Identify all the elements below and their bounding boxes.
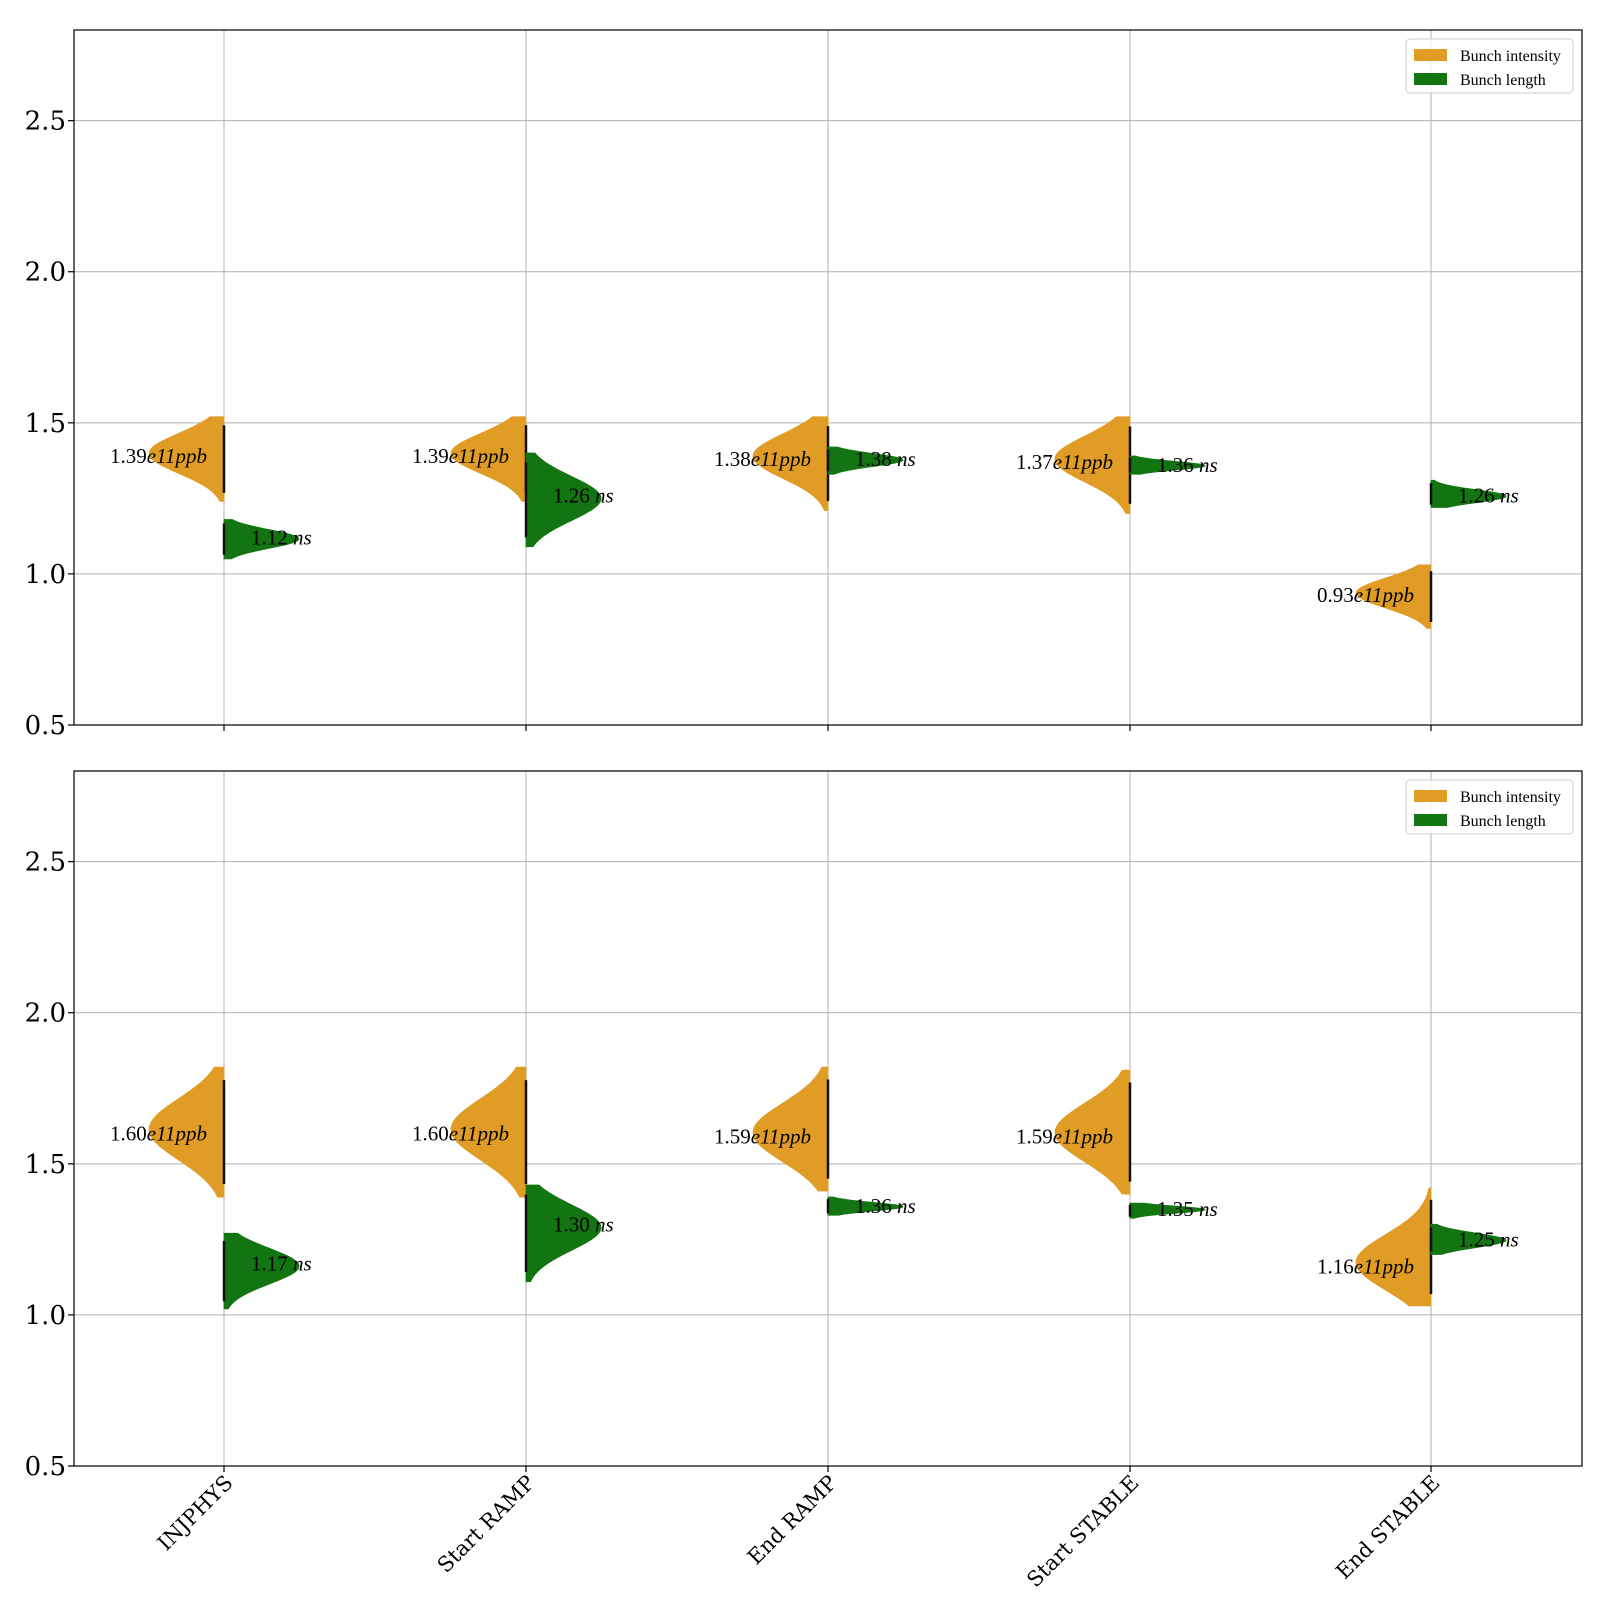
- y-tick-labels: 0.5 1.0 1.5 2.0 2.5: [25, 107, 66, 741]
- length-value-label: 1.38 ns: [855, 447, 916, 471]
- intensity-violin: [450, 416, 527, 502]
- y-tick-label: 2.0: [25, 999, 66, 1029]
- legend-swatch-length: [1414, 73, 1447, 85]
- y-tick-label: 2.0: [25, 258, 66, 288]
- intensity-value-label: 1.39e11ppb: [412, 444, 509, 468]
- length-violin: [1430, 1223, 1507, 1255]
- intensity-violin: [1355, 1187, 1432, 1307]
- length-value-label: 1.25 ns: [1458, 1227, 1519, 1251]
- grid-lines: [74, 30, 1582, 725]
- x-category-label: End STABLE: [1331, 1471, 1444, 1584]
- intensity-value-label: 1.59e11ppb: [714, 1125, 811, 1149]
- y-tick-label: 1.0: [25, 560, 66, 590]
- legend-swatch-intensity: [1414, 49, 1447, 61]
- intensity-violin: [752, 1066, 829, 1192]
- y-tick-label: 1.0: [25, 1301, 66, 1331]
- intensity-value-label: 1.59e11ppb: [1016, 1125, 1113, 1149]
- length-violin: [223, 519, 300, 560]
- length-value-label: 1.36 ns: [855, 1194, 916, 1218]
- legend-label-intensity: Bunch intensity: [1460, 789, 1561, 806]
- violins: [148, 1066, 1507, 1310]
- intensity-value-label: 1.38e11ppb: [714, 447, 811, 471]
- length-violin: [1129, 1202, 1206, 1219]
- bottom-panel: 0.5 1.0 1.5 2.0 2.5 1.60e11ppb 1.60e11ppb 1.59e…: [25, 770, 1583, 1482]
- legend: Bunch intensity Bunch length: [1405, 38, 1574, 94]
- intensity-violin: [148, 1066, 225, 1198]
- legend-box: [1405, 779, 1574, 835]
- intensity-value-label: 1.39e11ppb: [110, 444, 207, 468]
- x-category-label: Start STABLE: [1022, 1471, 1143, 1592]
- legend-label-length: Bunch length: [1460, 813, 1546, 830]
- legend-box: [1405, 38, 1574, 94]
- y-tick-label: 0.5: [25, 711, 66, 741]
- length-violin: [223, 1232, 300, 1310]
- length-value-label: 1.36 ns: [1157, 453, 1218, 477]
- length-violin: [1430, 479, 1507, 508]
- length-violin: [525, 452, 602, 548]
- top-panel: 0.5 1.0 1.5 2.0 2.5 1.39e11ppb 1.39e11ppb 1.38e…: [25, 29, 1583, 741]
- x-category-labels: INJPHYS Start RAMP End RAMP Start STABLE End…: [153, 1471, 1445, 1592]
- value-labels: 1.39e11ppb 1.39e11ppb 1.38e11ppb 1.37e11ppb…: [110, 444, 1519, 607]
- length-value-label: 1.35 ns: [1157, 1197, 1218, 1221]
- intensity-violin: [1054, 416, 1131, 514]
- y-tick-labels: 0.5 1.0 1.5 2.0 2.5: [25, 848, 66, 1482]
- x-category-label: End RAMP: [743, 1471, 842, 1570]
- length-value-label: 1.26 ns: [1458, 483, 1519, 507]
- intensity-violin: [752, 416, 829, 511]
- x-category-label: Start RAMP: [433, 1471, 540, 1578]
- length-violin: [827, 1196, 904, 1216]
- length-value-label: 1.26 ns: [553, 483, 614, 507]
- intensity-value-label: 1.37e11ppb: [1016, 450, 1113, 474]
- value-labels: 1.60e11ppb 1.60e11ppb 1.59e11ppb 1.59e11ppb…: [110, 1122, 1519, 1279]
- y-tick-label: 2.5: [25, 848, 66, 878]
- length-value-label: 1.12 ns: [251, 526, 312, 550]
- intensity-violin: [450, 1066, 527, 1198]
- intensity-violin: [148, 416, 225, 502]
- legend-swatch-intensity: [1414, 790, 1447, 802]
- y-tick-label: 0.5: [25, 1452, 66, 1482]
- y-tick-label: 2.5: [25, 107, 66, 137]
- length-violin: [525, 1184, 602, 1283]
- legend-label-intensity: Bunch intensity: [1460, 48, 1561, 65]
- length-violin: [827, 446, 904, 475]
- intensity-value-label: 1.60e11ppb: [412, 1122, 509, 1146]
- length-violin: [1129, 455, 1206, 475]
- legend-label-length: Bunch length: [1460, 72, 1546, 89]
- length-value-label: 1.30 ns: [553, 1212, 614, 1236]
- x-category-label: INJPHYS: [153, 1471, 238, 1556]
- legend-swatch-length: [1414, 814, 1447, 826]
- length-value-label: 1.17 ns: [251, 1252, 312, 1276]
- intensity-value-label: 1.16e11ppb: [1317, 1255, 1414, 1279]
- violins: [148, 416, 1507, 629]
- intensity-value-label: 1.60e11ppb: [110, 1122, 207, 1146]
- legend: Bunch intensity Bunch length: [1405, 779, 1574, 835]
- y-tick-label: 1.5: [25, 409, 66, 439]
- intensity-value-label: 0.93e11ppb: [1317, 583, 1414, 607]
- intensity-violin: [1355, 564, 1432, 629]
- intensity-violin: [1054, 1069, 1131, 1195]
- y-tick-label: 1.5: [25, 1150, 66, 1180]
